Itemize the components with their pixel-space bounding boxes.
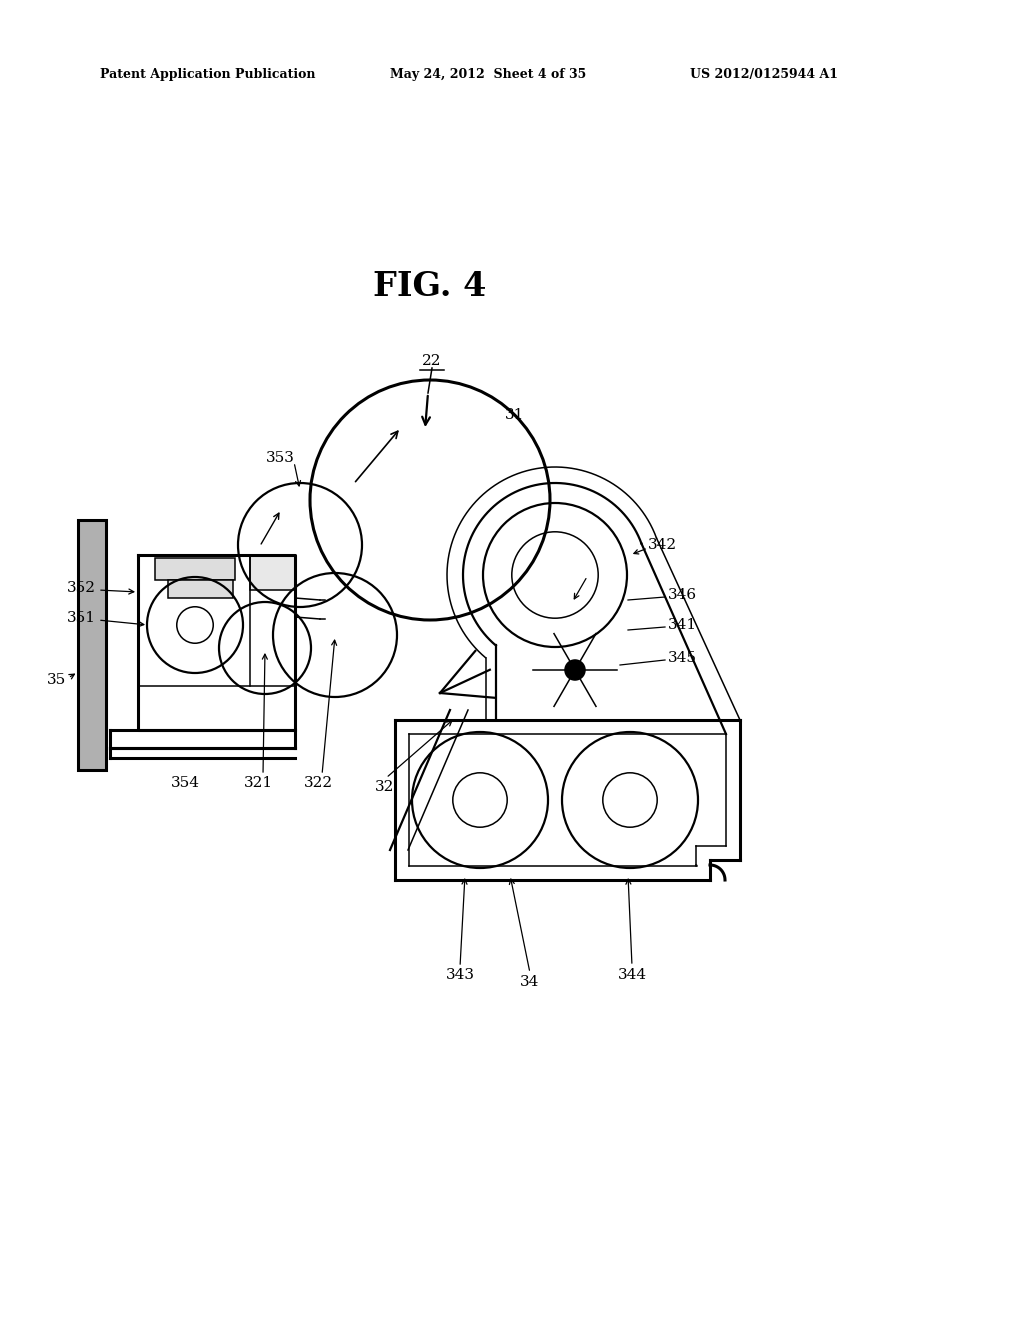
Text: 31: 31 <box>505 408 524 422</box>
Text: 354: 354 <box>171 776 200 789</box>
Text: 343: 343 <box>445 968 474 982</box>
Text: 321: 321 <box>244 776 272 789</box>
Text: 345: 345 <box>668 651 697 665</box>
Text: 342: 342 <box>648 539 677 552</box>
Text: 35: 35 <box>47 673 66 686</box>
Text: 351: 351 <box>67 611 96 624</box>
Bar <box>155 558 234 579</box>
Text: Patent Application Publication: Patent Application Publication <box>100 69 315 81</box>
Text: 34: 34 <box>520 975 540 989</box>
Text: 32: 32 <box>376 780 394 795</box>
Text: May 24, 2012  Sheet 4 of 35: May 24, 2012 Sheet 4 of 35 <box>390 69 587 81</box>
Bar <box>78 520 106 770</box>
Text: 353: 353 <box>266 451 295 465</box>
Text: US 2012/0125944 A1: US 2012/0125944 A1 <box>690 69 838 81</box>
Bar <box>250 554 295 590</box>
Text: 352: 352 <box>67 581 96 595</box>
Text: FIG. 4: FIG. 4 <box>374 271 486 304</box>
Bar <box>168 579 233 598</box>
Text: 346: 346 <box>668 587 697 602</box>
Text: 344: 344 <box>617 968 646 982</box>
Circle shape <box>565 660 585 680</box>
Text: 341: 341 <box>668 618 697 632</box>
Text: 22: 22 <box>422 354 441 368</box>
Text: 322: 322 <box>303 776 333 789</box>
